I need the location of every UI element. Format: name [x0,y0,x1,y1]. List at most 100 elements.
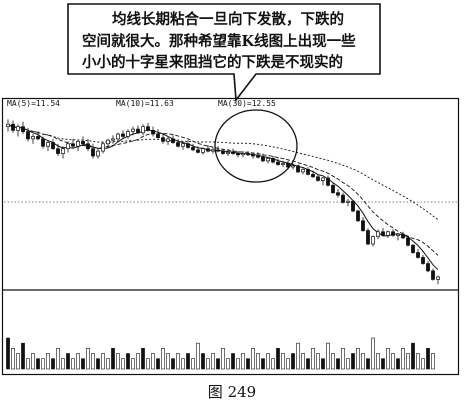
volume-bar [191,358,195,370]
candle [346,198,350,207]
candle-body [231,151,235,154]
candle-body [211,149,215,152]
candle-body [81,140,85,145]
candle [211,147,215,154]
volume-bar [236,358,240,370]
volume-bar [46,353,50,370]
volume-bar [421,358,425,370]
volume-bar [96,358,100,370]
volume-bar [291,353,295,370]
candle [206,145,210,153]
candle [306,167,310,176]
volume-bar [126,353,130,370]
candle-body [406,237,410,246]
candle-body [241,153,245,156]
volume-bar [331,353,335,370]
candle-body [126,131,130,137]
volume-bar [411,342,415,370]
volume-bar [21,342,25,370]
volume-bars [6,337,435,370]
candle-body [261,156,265,162]
candle [196,146,200,154]
candle [401,231,405,240]
volume-bar [321,358,325,370]
candle-body [371,236,375,245]
candle-body [331,184,335,194]
volume-bar [351,353,355,370]
candle-body [171,138,175,143]
volume-bar [271,358,275,370]
candle-body [76,140,80,147]
candle-body [366,230,370,245]
candle-body [121,133,125,137]
candle-body [286,162,290,168]
volume-bar [396,358,400,370]
candle-body [161,137,165,142]
candle [166,136,170,145]
volume-bar [426,348,430,370]
candle-body [281,162,285,165]
volume-bar [151,353,155,370]
candle [336,189,340,198]
candle [436,275,440,285]
candle [141,124,145,136]
candle-body [301,169,305,173]
candle [216,146,220,153]
volume-bar [416,353,420,370]
volume-bar [101,353,105,370]
candle-body [11,123,15,131]
volume-bar [241,353,245,370]
candle-body [86,143,90,150]
volume-bar [366,358,370,370]
volume-bar [181,358,185,370]
candle-body [426,263,430,272]
candle [236,151,240,158]
volume-bar [106,358,110,370]
candle-body [131,128,135,132]
volume-bar [186,353,190,370]
candle [51,138,55,150]
volume-bar [16,353,20,370]
candle [161,134,165,144]
volume-bar [86,348,90,370]
candle-body [266,158,270,162]
volume-bar [226,358,230,370]
candle [111,135,115,144]
candle [131,126,135,136]
candle-body [236,153,240,156]
candle [341,192,345,204]
candle [71,138,75,149]
volume-bar [371,337,375,370]
volume-bar [356,348,360,370]
callout: 均线长期粘合一旦向下发散，下跌的 空间就很大。那种希望靠K线图上出现一些 小小的… [67,3,381,103]
candle-body [336,192,340,196]
candle [256,152,260,159]
candle [191,143,195,152]
candle [421,255,425,265]
candle [406,235,410,247]
volume-bar [381,358,385,370]
candle [91,143,95,159]
candle [246,151,250,156]
legend-ma10-label: MA(10)=11.63 [116,99,174,108]
candle-body [101,143,105,152]
candle-body [341,194,345,203]
candle [431,268,435,281]
volume-bar [131,358,135,370]
candle-body [411,244,415,253]
candle-body [391,231,395,236]
candle [351,200,355,213]
candle-body [116,133,120,140]
volume-bar [141,348,145,370]
candle-body [326,177,330,186]
candle [121,130,125,139]
candle [41,136,45,149]
candle-body [21,126,25,132]
candle [36,131,40,141]
volume-bar [206,358,210,370]
candle-body [276,161,280,165]
volume-bar [121,358,125,370]
candle-body [6,123,10,128]
candle-body [201,148,205,153]
